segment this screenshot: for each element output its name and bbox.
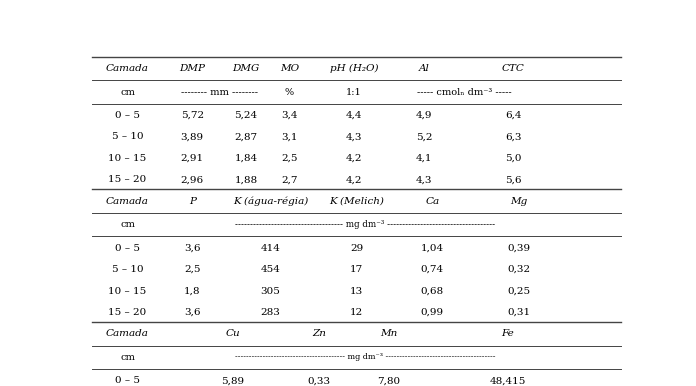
Text: 1,84: 1,84 (235, 154, 258, 163)
Text: 6,3: 6,3 (505, 132, 521, 142)
Text: 0,31: 0,31 (507, 308, 530, 317)
Text: Mn: Mn (381, 329, 397, 339)
Text: K (Melich): K (Melich) (329, 197, 384, 206)
Text: 5 – 10: 5 – 10 (111, 265, 143, 274)
Text: 2,5: 2,5 (281, 154, 297, 163)
Text: 4,2: 4,2 (346, 154, 362, 163)
Text: 3,6: 3,6 (184, 308, 200, 317)
Text: 5,0: 5,0 (505, 154, 521, 163)
Text: 1,88: 1,88 (235, 175, 258, 184)
Text: 0,74: 0,74 (420, 265, 444, 274)
Text: 0,25: 0,25 (507, 286, 530, 296)
Text: 3,1: 3,1 (281, 132, 297, 142)
Text: 414: 414 (260, 244, 280, 253)
Text: 1:1: 1:1 (346, 88, 362, 96)
Text: 5,89: 5,89 (221, 376, 244, 386)
Text: 10 – 15: 10 – 15 (109, 154, 147, 163)
Text: Ca: Ca (425, 197, 439, 206)
Text: 2,96: 2,96 (181, 175, 204, 184)
Text: 283: 283 (260, 308, 280, 317)
Text: ----- cmolₙ dm⁻³ -----: ----- cmolₙ dm⁻³ ----- (418, 88, 512, 96)
Text: 0,99: 0,99 (420, 308, 444, 317)
Text: 4,9: 4,9 (416, 111, 432, 120)
Text: 0,68: 0,68 (420, 286, 444, 296)
Text: Camada: Camada (106, 64, 149, 73)
Text: 2,5: 2,5 (184, 265, 200, 274)
Text: Camada: Camada (106, 329, 149, 339)
Text: 2,7: 2,7 (281, 175, 297, 184)
Text: 2,91: 2,91 (181, 154, 204, 163)
Text: CTC: CTC (502, 64, 525, 73)
Text: 13: 13 (350, 286, 363, 296)
Text: P: P (189, 197, 196, 206)
Text: 17: 17 (350, 265, 363, 274)
Text: 1,04: 1,04 (420, 244, 444, 253)
Text: pH (H₂O): pH (H₂O) (330, 64, 378, 73)
Text: 4,1: 4,1 (416, 154, 432, 163)
Text: Al: Al (419, 64, 429, 73)
Text: 15 – 20: 15 – 20 (109, 308, 147, 317)
Text: 0,33: 0,33 (308, 376, 331, 386)
Text: 4,2: 4,2 (346, 175, 362, 184)
Text: 0,39: 0,39 (507, 244, 530, 253)
Text: ---------------------------------------- mg dm⁻³ -------------------------------: ----------------------------------------… (235, 354, 495, 361)
Text: 5,24: 5,24 (235, 111, 258, 120)
Text: 5,2: 5,2 (416, 132, 432, 142)
Text: 5,6: 5,6 (505, 175, 521, 184)
Text: 10 – 15: 10 – 15 (109, 286, 147, 296)
Text: 1,8: 1,8 (184, 286, 200, 296)
Text: %: % (285, 88, 294, 96)
Text: Zn: Zn (312, 329, 326, 339)
Text: 2,87: 2,87 (235, 132, 258, 142)
Text: 0 – 5: 0 – 5 (115, 111, 140, 120)
Text: 5,72: 5,72 (181, 111, 204, 120)
Text: 3,4: 3,4 (281, 111, 297, 120)
Text: 7,80: 7,80 (377, 376, 401, 386)
Text: 3,89: 3,89 (181, 132, 204, 142)
Text: cm: cm (120, 220, 135, 229)
Text: K (água-régia): K (água-régia) (232, 196, 308, 206)
Text: -------- mm --------: -------- mm -------- (181, 88, 258, 96)
Text: 4,3: 4,3 (346, 132, 362, 142)
Text: 6,4: 6,4 (505, 111, 521, 120)
Text: 305: 305 (260, 286, 280, 296)
Text: 454: 454 (260, 265, 280, 274)
Text: 4,4: 4,4 (346, 111, 362, 120)
Text: 3,6: 3,6 (184, 244, 200, 253)
Text: cm: cm (120, 88, 135, 96)
Text: Camada: Camada (106, 197, 149, 206)
Text: MO: MO (280, 64, 299, 73)
Text: 12: 12 (350, 308, 363, 317)
Text: 0,32: 0,32 (507, 265, 530, 274)
Text: 0 – 5: 0 – 5 (115, 244, 140, 253)
Text: 15 – 20: 15 – 20 (109, 175, 147, 184)
Text: 4,3: 4,3 (416, 175, 432, 184)
Text: Cu: Cu (226, 329, 240, 339)
Text: 5 – 10: 5 – 10 (111, 132, 143, 142)
Text: Mg: Mg (510, 197, 527, 206)
Text: 0 – 5: 0 – 5 (115, 376, 140, 386)
Text: Fe: Fe (501, 329, 514, 339)
Text: cm: cm (120, 353, 135, 362)
Text: ------------------------------------ mg dm⁻³ -----------------------------------: ------------------------------------ mg … (235, 220, 495, 229)
Text: DMP: DMP (179, 64, 205, 73)
Text: 48,415: 48,415 (489, 376, 526, 386)
Text: DMG: DMG (232, 64, 260, 73)
Text: 29: 29 (350, 244, 363, 253)
